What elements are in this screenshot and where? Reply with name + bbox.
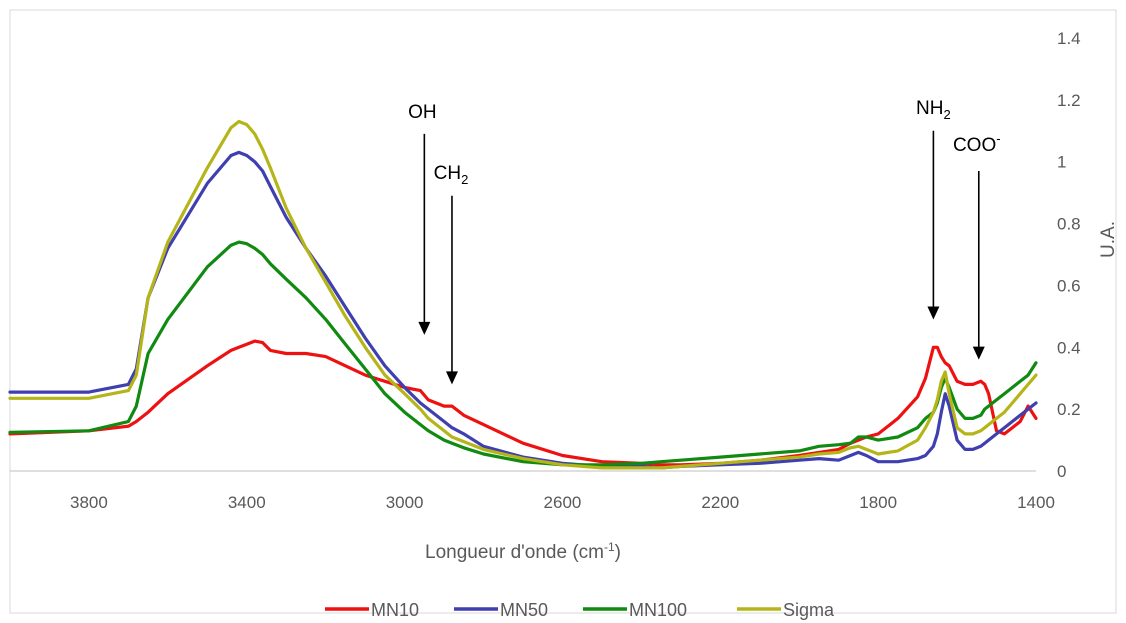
y-tick-label: 0.6 <box>1057 276 1081 295</box>
x-axis-title: Longueur d'onde (cm-1) <box>425 540 621 563</box>
legend-item-mn50: MN50 <box>454 600 548 620</box>
y-axis-title: U.A. <box>1098 221 1119 258</box>
legend-item-mn100: MN100 <box>583 600 687 620</box>
x-axis-title-main: Longueur d'onde (cm <box>425 542 604 563</box>
legend-label: MN10 <box>371 600 419 620</box>
series-layer <box>8 119 1038 470</box>
annotation-label-sup: - <box>996 131 1000 146</box>
y-tick-label: 1 <box>1057 153 1066 172</box>
annotation-arrowhead <box>972 346 985 360</box>
y-tick-label: 0.2 <box>1057 400 1081 419</box>
annotation-label-main: NH <box>916 98 943 119</box>
annotation-label-main: COO <box>953 135 996 156</box>
series-line-mn10 <box>8 339 1038 467</box>
series-line-mn100 <box>8 240 1038 467</box>
y-tick-label: 1.2 <box>1057 91 1081 110</box>
y-tick-label: 0.4 <box>1057 338 1081 357</box>
x-tick-label: 1800 <box>859 493 897 512</box>
annotation-label-main: CH <box>434 163 461 184</box>
plot-frame <box>9 9 1117 614</box>
annotation-label: COO- <box>953 131 1001 156</box>
legend-label: MN50 <box>500 600 548 620</box>
annotation-arrowhead <box>445 371 458 385</box>
annotation-arrowhead <box>418 321 431 335</box>
annotation-label-sub: 2 <box>944 107 951 122</box>
annotation-label: CH2 <box>434 163 469 187</box>
y-tick-labels: 0 0.2 0.4 0.6 0.8 1 1.2 1.4 <box>1057 29 1081 481</box>
y-tick-label: 1.4 <box>1057 29 1081 48</box>
legend: MN10 MN50 MN100 Sigma <box>325 600 835 620</box>
annotation-label-main: OH <box>408 102 437 123</box>
x-tick-label: 3400 <box>228 493 266 512</box>
x-axis-title-end: ) <box>615 542 621 563</box>
y-tick-label: 0 <box>1057 462 1066 481</box>
x-axis-title-sup: -1 <box>604 540 615 554</box>
annotation-label-sub: 2 <box>461 172 468 187</box>
x-tick-labels: 3800 3400 3000 2600 2200 1800 1400 <box>70 493 1055 512</box>
y-tick-label: 0.8 <box>1057 215 1081 234</box>
x-tick-label: 1400 <box>1017 493 1055 512</box>
x-tick-label: 2200 <box>701 493 739 512</box>
annotation-label: OH <box>408 102 437 123</box>
x-tick-label: 2600 <box>544 493 582 512</box>
series-line-sigma <box>8 119 1038 470</box>
annotation-label: NH2 <box>916 98 951 122</box>
legend-label: Sigma <box>783 600 835 620</box>
x-tick-label: 3000 <box>386 493 424 512</box>
legend-item-sigma: Sigma <box>737 600 835 620</box>
legend-label: MN100 <box>629 600 687 620</box>
x-tick-label: 3800 <box>70 493 108 512</box>
legend-item-mn10: MN10 <box>325 600 419 620</box>
annotation-arrowhead <box>927 306 940 320</box>
